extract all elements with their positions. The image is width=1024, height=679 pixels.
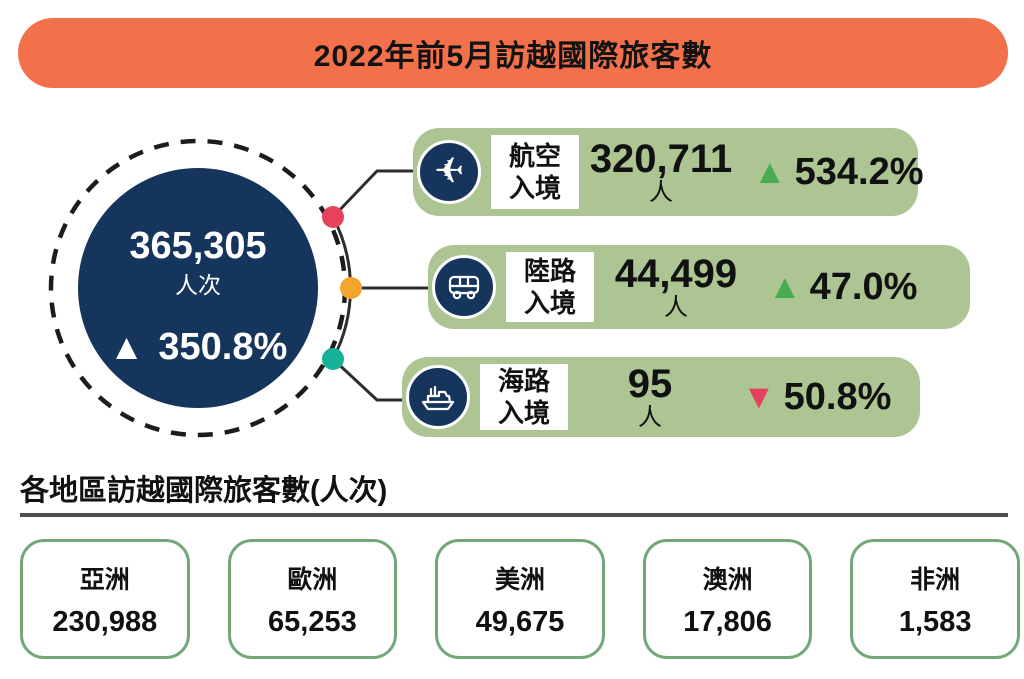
- triangle-down-icon: ▼: [742, 378, 776, 416]
- region-row: 亞洲 230,988 歐洲 65,253 美洲 49,675 澳洲 17,806…: [20, 539, 1020, 659]
- total-visitors-circle: 365,305 人次 ▲ 350.8%: [78, 168, 318, 408]
- mode-label-air: 航空 入境: [491, 135, 579, 209]
- mode-bar-land: 陸路 入境 44,499 人 ▲ 47.0%: [428, 245, 970, 329]
- region-box-americas: 美洲 49,675: [435, 539, 605, 659]
- triangle-up-icon: ▲: [108, 326, 145, 367]
- mode-label-land: 陸路 入境: [506, 252, 594, 322]
- regions-section-title: 各地區訪越國際旅客數(人次): [20, 475, 388, 507]
- mode-label-sea: 海路 入境: [480, 364, 568, 430]
- page-title: 2022年前5月訪越國際旅客數: [313, 40, 713, 73]
- region-box-asia: 亞洲 230,988: [20, 539, 190, 659]
- total-value: 365,305: [129, 225, 267, 267]
- region-box-europe: 歐洲 65,253: [227, 539, 398, 659]
- ship-icon: [406, 365, 470, 429]
- mode-value-sea: 95 人: [627, 362, 673, 431]
- mode-bar-sea: 海路 入境 95 人 ▼ 50.8%: [402, 357, 920, 437]
- connector-dot-air: [322, 206, 344, 228]
- total-unit: 人次: [175, 272, 221, 298]
- connector-line-air: [331, 169, 416, 219]
- airplane-icon: ✈: [417, 140, 481, 204]
- connector-dot-sea: [322, 348, 344, 370]
- mode-change-land: 47.0%: [809, 265, 918, 308]
- mode-bar-air: ✈ 航空 入境 320,711 人 ▲ 534.2%: [413, 128, 924, 216]
- mode-value-land: 44,499 人: [614, 252, 738, 321]
- triangle-up-icon: ▲: [753, 153, 787, 191]
- region-box-oceania: 澳洲 17,806: [642, 539, 813, 659]
- title-banner: 2022年前5月訪越國際旅客數: [18, 18, 1008, 88]
- mode-value-air: 320,711 人: [589, 137, 733, 206]
- section-divider: [20, 513, 1008, 517]
- mode-change-air: 534.2%: [794, 150, 924, 193]
- connector-line-sea: [331, 357, 406, 402]
- total-trend: ▲ 350.8%: [109, 326, 288, 368]
- region-box-africa: 非洲 1,583: [850, 539, 1020, 659]
- total-change: 350.8%: [158, 326, 288, 368]
- bus-icon: [432, 255, 496, 319]
- mode-change-sea: 50.8%: [783, 375, 892, 418]
- connector-dot-land: [340, 277, 362, 299]
- triangle-up-icon: ▲: [768, 268, 802, 306]
